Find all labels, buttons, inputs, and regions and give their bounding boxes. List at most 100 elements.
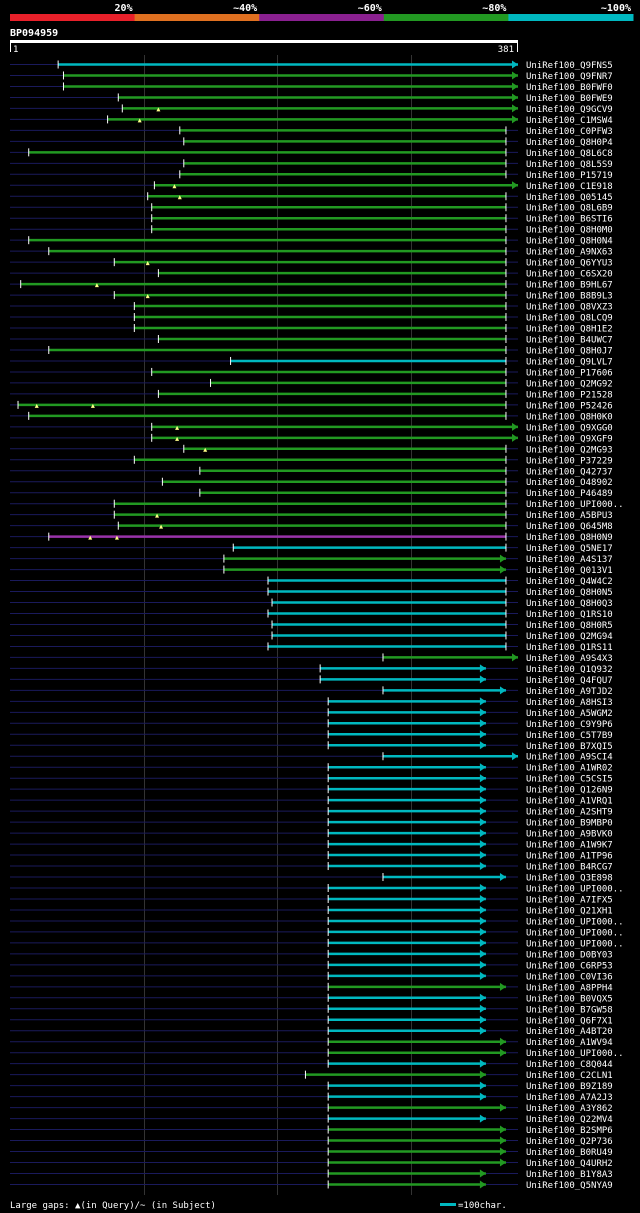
hit-label[interactable]: UniRef100_Q8L6C8: [526, 149, 613, 159]
hit-row[interactable]: UniRef100_C5T7B9: [10, 730, 613, 741]
hit-label[interactable]: UniRef100_B0FWF0: [526, 83, 613, 93]
hit-row[interactable]: UniRef100_B2SMP6: [10, 1125, 613, 1137]
hit-row[interactable]: UniRef100_Q1RS11: [10, 642, 613, 653]
hit-row[interactable]: UniRef100_Q2MG93: [10, 444, 613, 456]
hit-row[interactable]: UniRef100_A9BVK0: [10, 829, 613, 840]
hit-row[interactable]: UniRef100_C1MSW4: [10, 115, 613, 126]
hit-label[interactable]: UniRef100_Q9GCV9: [526, 105, 613, 115]
hit-row[interactable]: UniRef100_B9MBP0: [10, 818, 613, 829]
hit-label[interactable]: UniRef100_Q8H1E2: [526, 325, 613, 335]
hit-row[interactable]: UniRef100_B0VQX5: [10, 993, 613, 1005]
hit-row[interactable]: UniRef100_UPI000..: [10, 927, 624, 939]
hit-row[interactable]: UniRef100_Q645M8: [10, 521, 613, 533]
hit-label[interactable]: UniRef100_Q8H0N4: [526, 237, 613, 247]
hit-row[interactable]: UniRef100_C5CSI5: [10, 774, 613, 785]
hit-row[interactable]: UniRef100_A9S4X3: [10, 653, 613, 664]
hit-row[interactable]: UniRef100_P17606: [10, 367, 613, 379]
hit-row[interactable]: UniRef100_Q8H1E2: [10, 324, 613, 335]
hit-row[interactable]: UniRef100_A1W9K7: [10, 840, 613, 851]
hit-label[interactable]: UniRef100_Q645M8: [526, 522, 613, 532]
hit-label[interactable]: UniRef100_C2CLN1: [526, 1071, 613, 1081]
hit-label[interactable]: UniRef100_A8HSI3: [526, 698, 613, 708]
hit-label[interactable]: UniRef100_A9TJD2: [526, 687, 613, 697]
hit-row[interactable]: UniRef100_Q1RS10: [10, 609, 613, 621]
hit-label[interactable]: UniRef100_UPI000..: [526, 917, 624, 927]
hit-label[interactable]: UniRef100_Q4URH2: [526, 1159, 613, 1169]
hit-row[interactable]: UniRef100_C2CLN1: [10, 1070, 613, 1082]
hit-row[interactable]: UniRef100_A4BT20: [10, 1026, 613, 1038]
hit-label[interactable]: UniRef100_C6SX20: [526, 270, 613, 280]
hit-row[interactable]: UniRef100_Q8H0N5: [10, 587, 613, 599]
hit-row[interactable]: UniRef100_B0FWE9: [10, 93, 613, 104]
hit-label[interactable]: UniRef100_Q8L5S9: [526, 160, 613, 170]
hit-label[interactable]: UniRef100_C5T7B9: [526, 731, 613, 741]
hit-row[interactable]: UniRef100_Q6YYU3: [10, 258, 613, 269]
hit-label[interactable]: UniRef100_Q8L6B9: [526, 204, 613, 214]
hit-label[interactable]: UniRef100_UPI000..: [526, 885, 624, 895]
hit-row[interactable]: UniRef100_Q8LCQ9: [10, 313, 613, 324]
hit-row[interactable]: UniRef100_Q8H0M0: [10, 225, 613, 236]
hit-label[interactable]: UniRef100_C5CSI5: [526, 775, 613, 785]
hit-label[interactable]: UniRef100_B1Y8A3: [526, 1170, 613, 1180]
hit-row[interactable]: UniRef100_Q4W4C2: [10, 576, 613, 588]
hit-label[interactable]: UniRef100_B9MBP0: [526, 819, 613, 829]
hit-label[interactable]: UniRef100_Q8H0N9: [526, 533, 613, 543]
hit-row[interactable]: UniRef100_Q6F7X1: [10, 1015, 613, 1027]
hit-row[interactable]: UniRef100_Q5NYA9: [10, 1180, 613, 1191]
hit-row[interactable]: UniRef100_Q21XH1: [10, 905, 613, 917]
hit-row[interactable]: UniRef100_A3Y862: [10, 1103, 613, 1115]
hit-row[interactable]: UniRef100_C9Y9P6: [10, 719, 613, 730]
hit-label[interactable]: UniRef100_Q9FNS5: [526, 61, 613, 71]
hit-label[interactable]: UniRef100_A7IFX5: [526, 895, 613, 905]
hit-row[interactable]: UniRef100_Q4URH2: [10, 1158, 613, 1170]
hit-label[interactable]: UniRef100_O48902: [526, 478, 613, 488]
hit-row[interactable]: UniRef100_C1E918: [10, 181, 613, 192]
hit-row[interactable]: UniRef100_P15719: [10, 170, 613, 181]
hit-label[interactable]: UniRef100_Q8LCQ9: [526, 314, 613, 324]
hit-label[interactable]: UniRef100_A5BPU3: [526, 511, 613, 521]
hit-label[interactable]: UniRef100_P52426: [526, 401, 613, 411]
hit-row[interactable]: UniRef100_Q8H0P4: [10, 137, 613, 148]
hit-label[interactable]: UniRef100_Q21XH1: [526, 906, 613, 916]
hit-row[interactable]: UniRef100_B7XQI5: [10, 741, 613, 752]
hit-label[interactable]: UniRef100_A8PPH4: [526, 983, 613, 993]
hit-label[interactable]: UniRef100_A4BT20: [526, 1027, 613, 1037]
hit-row[interactable]: UniRef100_A9SCI4: [10, 752, 613, 763]
hit-label[interactable]: UniRef100_A1VRQ1: [526, 797, 613, 807]
hit-row[interactable]: UniRef100_Q8H0N9: [10, 532, 613, 544]
hit-row[interactable]: UniRef100_B0FWF0: [10, 82, 613, 93]
hit-label[interactable]: UniRef100_A1WV94: [526, 1038, 613, 1048]
hit-label[interactable]: UniRef100_Q8H0J7: [526, 346, 613, 356]
hit-label[interactable]: UniRef100_Q2P736: [526, 1137, 613, 1147]
hit-row[interactable]: UniRef100_Q9LVL7: [10, 356, 613, 368]
hit-label[interactable]: UniRef100_Q126N9: [526, 786, 613, 796]
hit-row[interactable]: UniRef100_Q8L6B9: [10, 203, 613, 214]
hit-row[interactable]: UniRef100_Q126N9: [10, 785, 613, 796]
hit-row[interactable]: UniRef100_Q3E898: [10, 873, 613, 884]
hit-row[interactable]: UniRef100_Q9GCV9: [10, 104, 613, 115]
hit-row[interactable]: UniRef100_B9Z189: [10, 1081, 613, 1093]
hit-row[interactable]: UniRef100_Q42737: [10, 466, 613, 478]
hit-label[interactable]: UniRef100_Q1RS11: [526, 643, 613, 653]
hit-row[interactable]: UniRef100_A8HSI3: [10, 697, 613, 708]
hit-label[interactable]: UniRef100_B4RCG7: [526, 863, 613, 873]
hit-row[interactable]: UniRef100_B9HL67: [10, 280, 613, 291]
hit-row[interactable]: UniRef100_Q2MG92: [10, 378, 613, 390]
hit-label[interactable]: UniRef100_P37229: [526, 456, 613, 466]
hit-label[interactable]: UniRef100_UPI000..: [526, 939, 624, 949]
hit-label[interactable]: UniRef100_Q05145: [526, 193, 613, 203]
hit-label[interactable]: UniRef100_C0VI36: [526, 972, 613, 982]
hit-label[interactable]: UniRef100_C1MSW4: [526, 116, 613, 126]
hit-row[interactable]: UniRef100_B4RCG7: [10, 862, 613, 873]
hit-label[interactable]: UniRef100_Q2MG93: [526, 445, 613, 455]
hit-row[interactable]: UniRef100_B4UWC7: [10, 335, 613, 346]
hit-label[interactable]: UniRef100_Q8H0K0: [526, 412, 613, 422]
hit-label[interactable]: UniRef100_A9BVK0: [526, 830, 613, 840]
hit-label[interactable]: UniRef100_UPI000..: [526, 928, 624, 938]
hit-row[interactable]: UniRef100_UPI000..: [10, 499, 624, 511]
hit-row[interactable]: UniRef100_B8B9L3: [10, 291, 613, 302]
hit-row[interactable]: UniRef100_UPI000..: [10, 1048, 624, 1060]
hit-row[interactable]: UniRef100_Q8VXZ3: [10, 302, 613, 313]
hit-label[interactable]: UniRef100_Q42737: [526, 467, 613, 477]
hit-label[interactable]: UniRef100_Q22MV4: [526, 1115, 613, 1125]
